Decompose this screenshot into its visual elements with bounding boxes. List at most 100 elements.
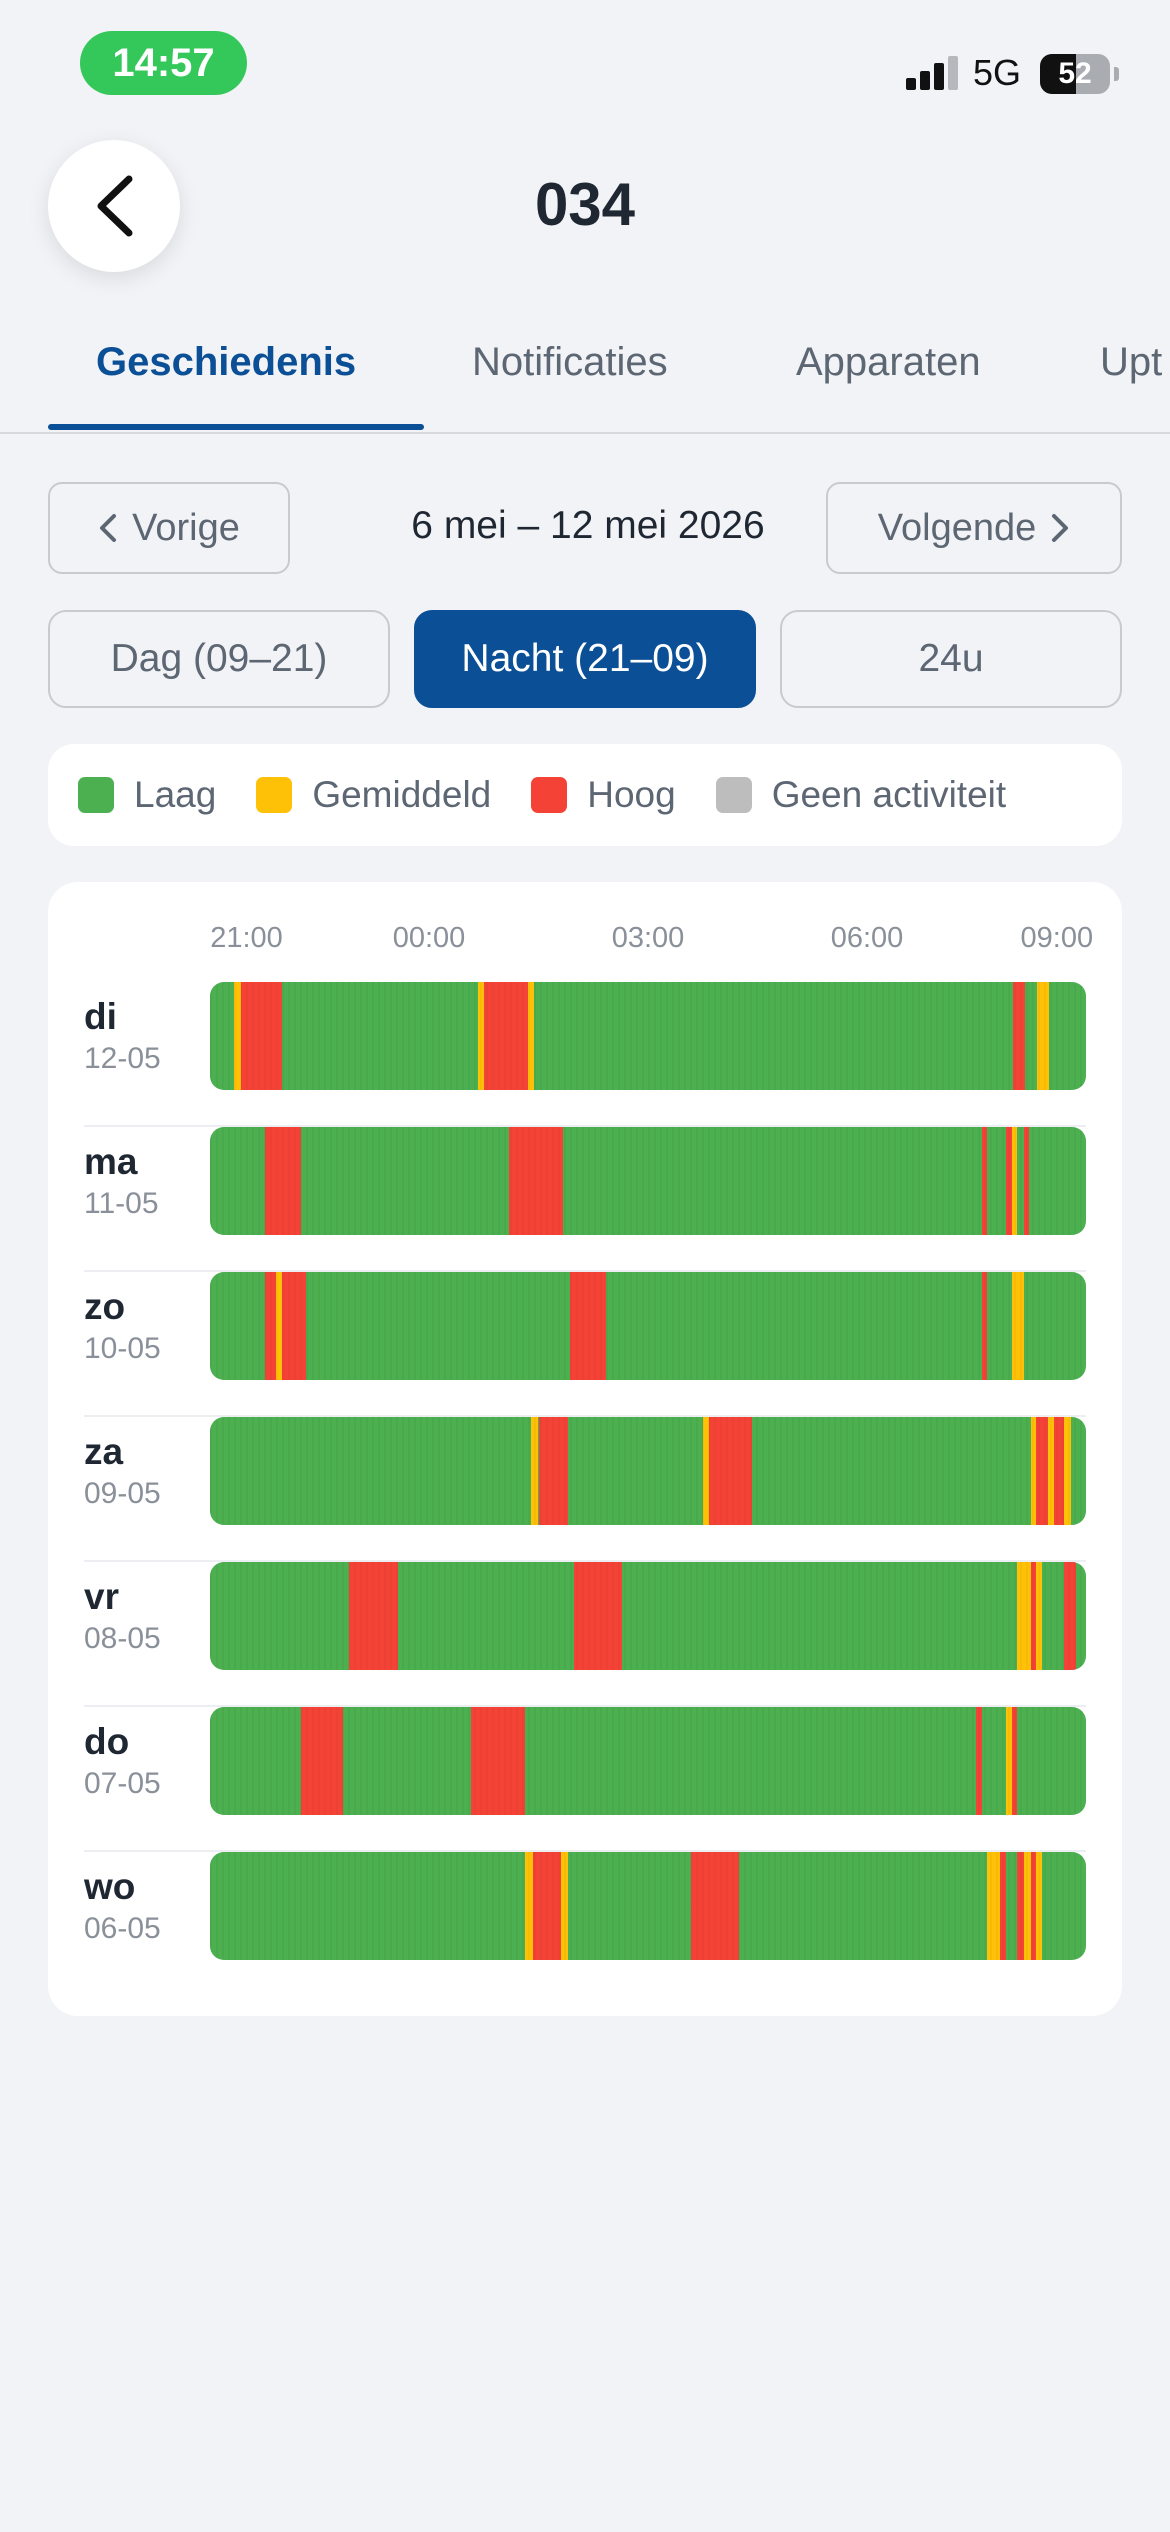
activity-segment-hoog (1030, 1852, 1037, 1960)
next-week-label: Volgende (877, 506, 1037, 549)
activity-bar[interactable] (210, 1272, 1086, 1380)
bar-texture (210, 1417, 1086, 1525)
activity-segment-hoog (981, 1272, 988, 1380)
legend-label: Gemiddeld (312, 774, 492, 815)
row-divider (84, 1270, 1086, 1272)
tab-bar: Geschiedenis Notificaties Apparaten Upt (0, 300, 1170, 434)
activity-segment-hoog (471, 1707, 526, 1815)
day-name: zo (84, 1286, 126, 1327)
chevron-left-icon (100, 514, 117, 542)
activity-segment-gemiddeld (1030, 1417, 1037, 1525)
time-tick-label: 21:00 (210, 922, 283, 954)
time-axis: 21:00 00:00 03:00 06:00 09:00 (48, 922, 1122, 962)
activity-segment-hoog (532, 1852, 562, 1960)
previous-week-label: Vorige (132, 506, 240, 549)
tab-apparaten[interactable]: Apparaten (796, 340, 981, 384)
battery-percentage: 52 (1058, 57, 1092, 90)
bar-texture (210, 1127, 1086, 1235)
page-title: 034 (534, 171, 636, 238)
back-button[interactable] (48, 140, 180, 272)
activity-bar[interactable] (210, 1417, 1086, 1525)
active-tab-indicator (48, 424, 424, 430)
day-date: 11-05 (84, 1187, 159, 1220)
activity-segment-gemiddeld (1036, 1852, 1043, 1960)
activity-bar[interactable] (210, 982, 1086, 1090)
activity-segment-hoog (1011, 1707, 1018, 1815)
activity-bar[interactable] (210, 1562, 1086, 1670)
activity-bar[interactable] (210, 1852, 1086, 1960)
time-tick-label: 09:00 (1020, 922, 1094, 954)
activity-segment-hoog (1064, 1562, 1076, 1670)
legend-swatch-gemiddeld (256, 777, 293, 813)
day-date: 08-05 (84, 1622, 161, 1655)
activity-segment-hoog (1030, 1562, 1037, 1670)
day-row: za 09-05 (48, 1417, 1122, 1562)
row-divider (84, 1560, 1086, 1562)
legend-swatch-hoog (531, 777, 568, 813)
activity-segment-hoog (1036, 1417, 1049, 1525)
previous-week-button[interactable]: Vorige (48, 482, 290, 574)
activity-segment-gemiddeld (234, 982, 241, 1090)
activity-segment-gemiddeld (1011, 1272, 1024, 1380)
activity-segment-gemiddeld (1011, 1127, 1018, 1235)
bar-texture (210, 1562, 1086, 1670)
day-date: 06-05 (84, 1912, 161, 1945)
activity-segment-gemiddeld (525, 1852, 533, 1960)
week-range: 6 mei – 12 mei 2026 (411, 504, 765, 547)
activity-segment-hoog (1005, 1127, 1012, 1235)
bar-texture (210, 1707, 1086, 1815)
mode-night-button[interactable]: Nacht (21–09) (414, 610, 756, 708)
mode-day-button[interactable]: Dag (09–21) (48, 610, 390, 708)
legend: Laag Gemiddeld Hoog Geen activiteit (48, 744, 1122, 846)
time-tick-label: 03:00 (611, 922, 685, 954)
activity-segment-hoog (484, 982, 528, 1090)
tab-geschiedenis[interactable]: Geschiedenis (96, 340, 357, 384)
activity-segment-hoog (538, 1417, 568, 1525)
activity-segment-gemiddeld (561, 1852, 569, 1960)
activity-bar[interactable] (210, 1707, 1086, 1815)
legend-item-gemiddeld: Gemiddeld (256, 774, 491, 816)
activity-segment-hoog (240, 982, 283, 1090)
status-time[interactable]: 14:57 (80, 31, 247, 95)
day-name: di (84, 996, 117, 1037)
legend-label: Hoog (587, 774, 676, 815)
time-tick-label: 00:00 (392, 922, 466, 954)
activity-segment-hoog (282, 1272, 307, 1380)
status-bar: 14:57 5G 52 (0, 0, 1170, 130)
activity-bar[interactable] (210, 1127, 1086, 1235)
activity-segment-hoog (569, 1272, 607, 1380)
legend-label: Laag (134, 774, 217, 815)
activity-segment-gemiddeld (987, 1852, 1000, 1960)
activity-segment-gemiddeld (531, 1417, 539, 1525)
mode-selector: Dag (09–21) Nacht (21–09) 24u (48, 610, 1122, 708)
day-row: do 07-05 (48, 1707, 1122, 1852)
chevron-right-icon (1052, 514, 1069, 542)
legend-item-geen-activiteit: Geen activiteit (715, 774, 1006, 816)
activity-timeline-card: 21:00 00:00 03:00 06:00 09:00 di 12-05 ma 11-05… (48, 882, 1122, 2016)
row-divider (84, 1705, 1086, 1707)
activity-segment-gemiddeld (477, 982, 485, 1090)
bar-texture (210, 1272, 1086, 1380)
activity-segment-hoog (349, 1562, 398, 1670)
mode-24h-button[interactable]: 24u (780, 610, 1122, 708)
activity-segment-gemiddeld (1023, 1852, 1031, 1960)
tab-uptime[interactable]: Upt (1100, 340, 1163, 384)
activity-segment-hoog (300, 1707, 343, 1815)
tab-notificaties[interactable]: Notificaties (472, 340, 668, 384)
activity-segment-gemiddeld (1037, 982, 1050, 1090)
activity-segment-hoog (981, 1127, 988, 1235)
activity-segment-hoog (975, 1707, 982, 1815)
activity-segment-hoog (1053, 1417, 1065, 1525)
activity-segment-hoog (709, 1417, 752, 1525)
week-navigation: Vorige 6 mei – 12 mei 2026 Volgende (48, 482, 1122, 574)
battery-icon: 52 (1040, 54, 1110, 94)
battery-fill (1040, 54, 1077, 94)
next-week-button[interactable]: Volgende (826, 482, 1122, 574)
day-row: zo 10-05 (48, 1272, 1122, 1417)
activity-segment-gemiddeld (276, 1272, 283, 1380)
battery-tip (1114, 67, 1119, 81)
day-name: ma (84, 1141, 138, 1182)
day-name: vr (84, 1576, 119, 1617)
legend-item-laag: Laag (78, 774, 216, 816)
activity-segment-hoog (264, 1127, 301, 1235)
